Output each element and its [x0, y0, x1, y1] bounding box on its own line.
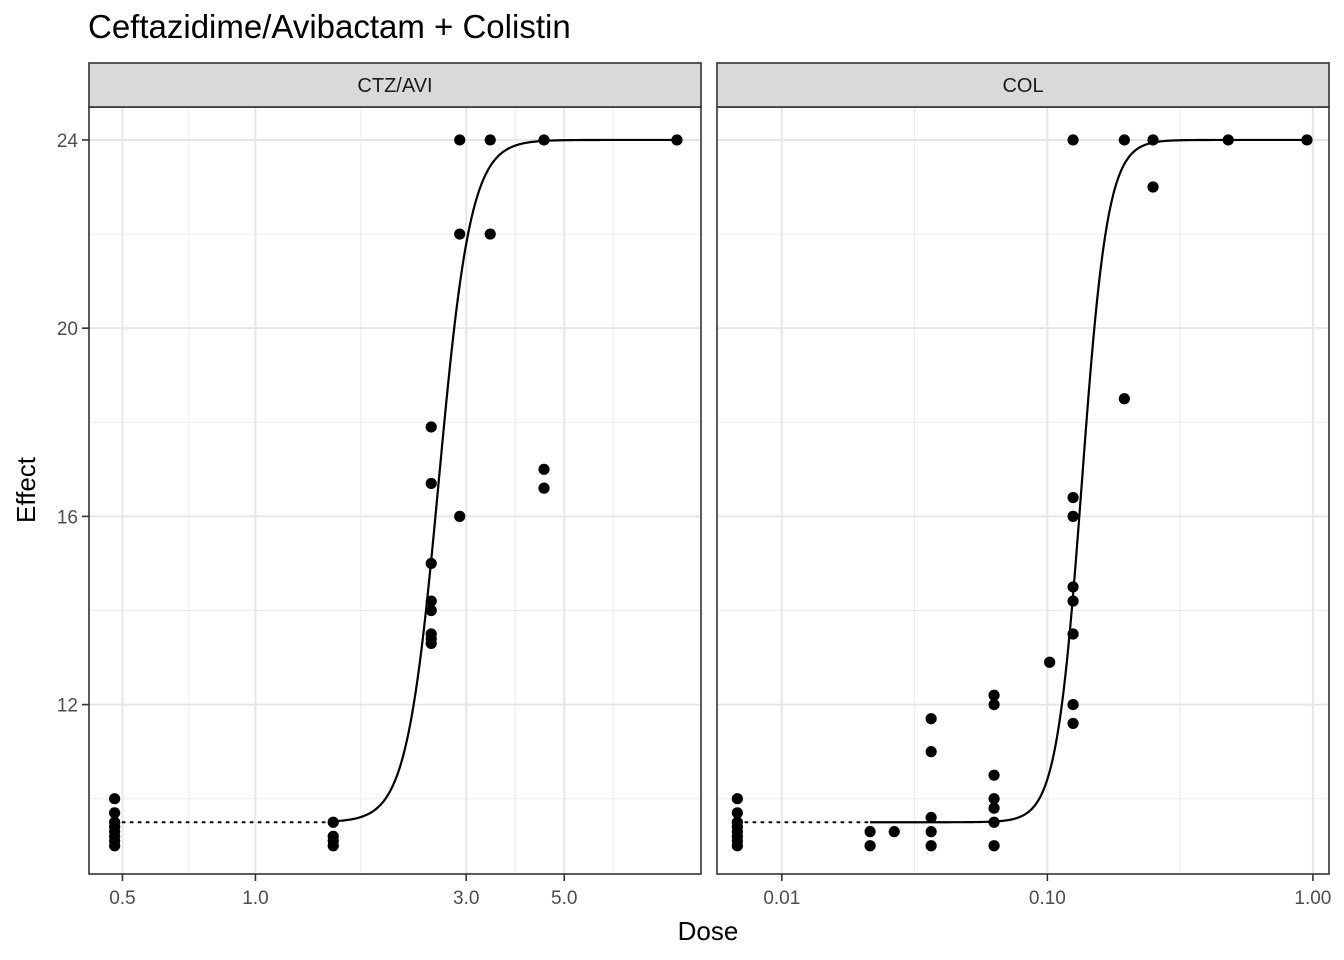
data-point — [327, 816, 339, 828]
data-point — [1301, 134, 1313, 146]
x-tick-label: 1.00 — [1294, 888, 1331, 909]
panel-2: COL 0.01 0.10 1.00 — [716, 62, 1331, 909]
data-point — [484, 228, 496, 240]
data-point — [731, 807, 743, 819]
data-point — [988, 699, 1000, 711]
data-point — [454, 510, 466, 522]
data-point — [988, 793, 1000, 805]
data-point — [864, 826, 876, 838]
data-point — [988, 802, 1000, 814]
data-point — [538, 482, 550, 494]
data-point — [538, 463, 550, 475]
data-point — [1067, 699, 1079, 711]
data-point — [1118, 393, 1130, 405]
data-point — [484, 134, 496, 146]
data-point — [1067, 595, 1079, 607]
data-point — [109, 840, 121, 852]
data-point — [109, 807, 121, 819]
data-point — [1147, 181, 1159, 193]
panel-background — [717, 107, 1329, 874]
data-point — [425, 421, 437, 433]
data-point — [671, 134, 683, 146]
data-point — [1118, 134, 1130, 146]
data-point — [538, 134, 550, 146]
y-axis-title: Effect — [11, 456, 41, 523]
data-point — [454, 134, 466, 146]
data-point — [988, 689, 1000, 701]
data-point — [454, 228, 466, 240]
data-point — [988, 816, 1000, 828]
facet-strip — [88, 62, 702, 108]
panel-1: CTZ/AVI 0.5 1.0 3.0 5.0 12 16 20 24 — [57, 62, 702, 909]
data-point — [327, 840, 339, 852]
data-point — [1067, 134, 1079, 146]
x-tick-label: 0.10 — [1029, 888, 1066, 909]
fitted-curve — [870, 138, 1307, 824]
facet-label: CTZ/AVI — [357, 75, 432, 97]
data-point — [988, 769, 1000, 781]
facet-label: COL — [1002, 75, 1043, 97]
data-point — [864, 840, 876, 852]
data-point — [925, 840, 937, 852]
data-point — [425, 477, 437, 490]
y-tick-label: 12 — [57, 696, 78, 717]
data-point — [1067, 491, 1079, 504]
x-tick-label: 0.5 — [109, 888, 135, 909]
data-point — [425, 604, 437, 617]
data-point — [731, 840, 743, 852]
panel-background — [89, 107, 701, 874]
data-point — [925, 746, 937, 758]
data-point — [925, 811, 937, 824]
x-axis-title: Dose — [678, 916, 739, 946]
panels: CTZ/AVI 0.5 1.0 3.0 5.0 12 16 20 24 COL 0.01 0.10 1.… — [57, 62, 1331, 909]
data-point — [425, 557, 437, 570]
data-point — [1067, 581, 1079, 593]
x-tick-label: 1.0 — [242, 888, 268, 909]
x-tick-label: 3.0 — [453, 888, 479, 909]
data-point — [109, 793, 121, 805]
y-tick-label: 24 — [57, 131, 79, 152]
x-tick-label: 0.01 — [763, 888, 800, 909]
data-point — [1067, 510, 1079, 522]
data-point — [425, 595, 437, 607]
data-point — [425, 637, 437, 650]
data-point — [1067, 717, 1079, 730]
x-tick-label: 5.0 — [551, 888, 577, 909]
data-point — [731, 793, 743, 805]
data-point — [1222, 134, 1234, 146]
data-point — [1067, 628, 1079, 640]
facet-strip — [716, 62, 1330, 108]
fitted-curve — [333, 138, 677, 823]
chart-title: Ceftazidime/Avibactam + Colistin — [88, 8, 571, 45]
data-point — [1044, 656, 1056, 668]
data-point — [925, 826, 937, 838]
data-point — [988, 840, 1000, 852]
data-point — [888, 826, 900, 838]
y-tick-label: 16 — [57, 507, 78, 528]
data-point — [1147, 134, 1159, 146]
y-tick-label: 20 — [57, 319, 78, 340]
data-point — [925, 713, 937, 725]
